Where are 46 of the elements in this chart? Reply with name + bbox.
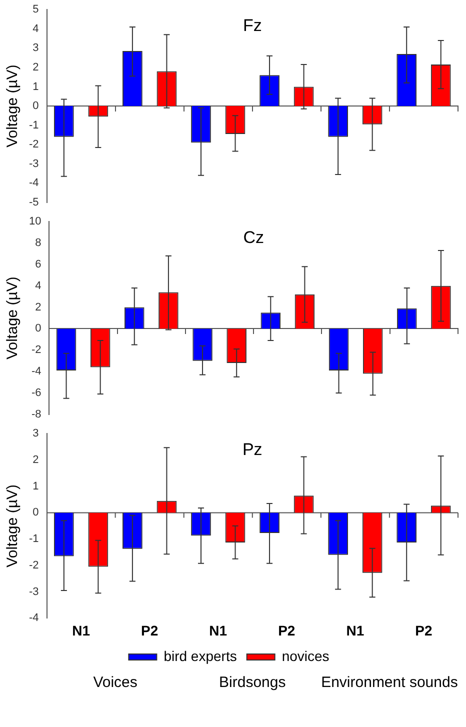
y-tick-label: 1 bbox=[32, 80, 39, 93]
x-tick-label: P2 bbox=[415, 622, 433, 638]
y-tick-label: -8 bbox=[31, 408, 42, 420]
chart-title: Pz bbox=[242, 440, 262, 459]
y-tick-label: 0 bbox=[35, 322, 42, 335]
y-tick-label: -2 bbox=[29, 559, 39, 572]
y-tick-label: -5 bbox=[29, 196, 39, 208]
y-tick-label: 4 bbox=[32, 22, 39, 35]
y-tick-label: 4 bbox=[35, 280, 42, 292]
chart-title: Cz bbox=[243, 228, 264, 247]
x-tick-label: N1 bbox=[346, 622, 364, 638]
y-tick-label: -6 bbox=[31, 387, 42, 400]
text: Voices bbox=[92, 674, 138, 691]
y-tick-label: -1 bbox=[29, 119, 39, 132]
y-tick-label: 5 bbox=[32, 4, 39, 16]
y-tick-label: 0 bbox=[32, 100, 39, 112]
y-tick-label: -1 bbox=[29, 533, 39, 546]
y-tick-label: -4 bbox=[29, 612, 39, 624]
y-tick-label: -4 bbox=[31, 366, 42, 378]
y-tick-label: -2 bbox=[29, 138, 39, 151]
y-tick-label: -4 bbox=[29, 177, 39, 190]
y-tick-label: 2 bbox=[32, 454, 39, 466]
y-tick-label: 2 bbox=[35, 301, 42, 314]
y-tick-label: -2 bbox=[31, 344, 42, 356]
y-tick-label: 3 bbox=[32, 42, 39, 54]
legend-label: novices bbox=[282, 648, 330, 664]
x-tick-label: N1 bbox=[209, 622, 228, 638]
y-tick-label: 2 bbox=[32, 61, 39, 74]
legend-label: bird experts bbox=[164, 648, 237, 664]
y-tick-label: 3 bbox=[32, 428, 39, 440]
y-axis-title: Voltage (µV) bbox=[4, 64, 22, 148]
y-tick-label: -3 bbox=[29, 586, 39, 598]
y-tick-label: -3 bbox=[29, 158, 39, 170]
x-tick-label: N1 bbox=[72, 622, 90, 638]
y-tick-label: 6 bbox=[35, 258, 42, 270]
y-axis-title: Voltage (µV) bbox=[4, 276, 22, 360]
x-tick-label: P2 bbox=[278, 622, 296, 638]
text: Environment sounds bbox=[320, 674, 458, 691]
y-tick-label: 1 bbox=[32, 480, 39, 492]
y-tick-label: 8 bbox=[35, 237, 42, 250]
y-tick-label: 10 bbox=[28, 216, 42, 228]
chart-title: Fz bbox=[242, 16, 262, 35]
x-tick-label: P2 bbox=[141, 622, 158, 638]
y-axis-title: Voltage (µV) bbox=[4, 484, 22, 568]
y-tick-label: 0 bbox=[32, 506, 39, 519]
text: Birdsongs bbox=[218, 674, 287, 691]
